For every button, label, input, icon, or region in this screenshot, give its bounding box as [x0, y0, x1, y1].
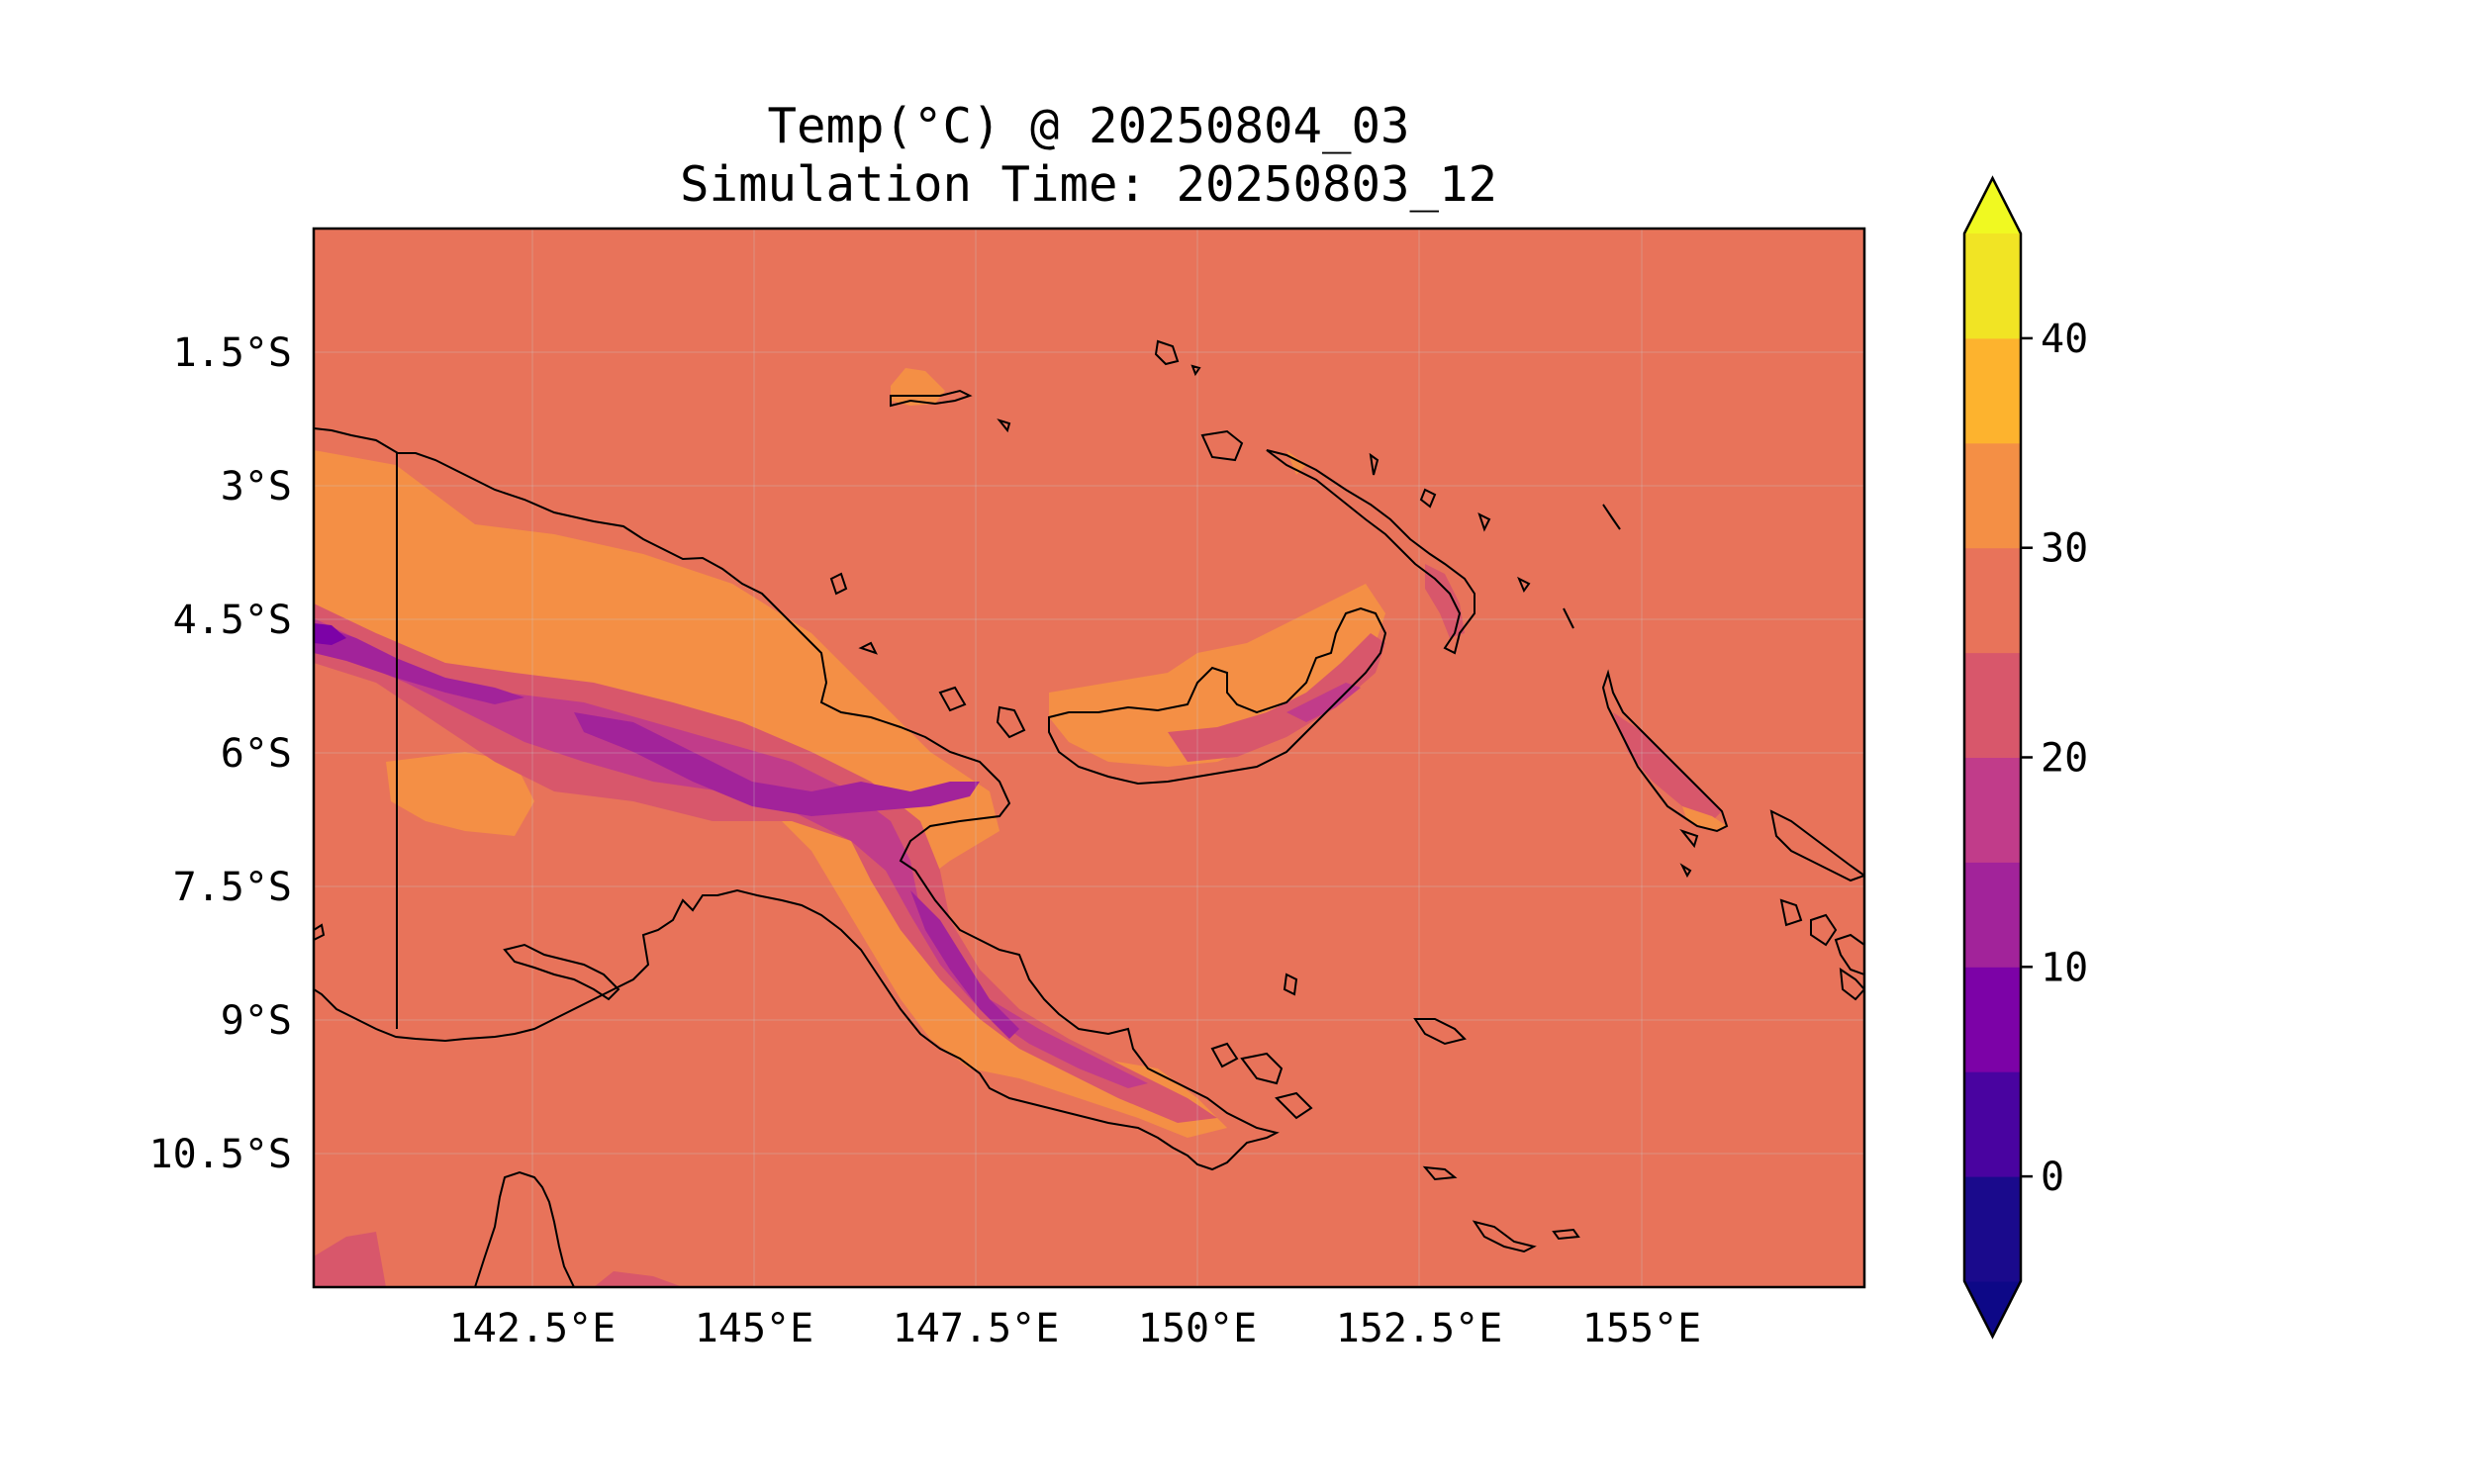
title-line-2: Simulation Time: 20250803_12: [680, 156, 1497, 213]
coast-new-britain: [1048, 606, 1387, 786]
coast-dentrecasteaux: [1210, 1042, 1313, 1120]
contour-orange-south: [386, 752, 534, 836]
colorbar-segment: [1964, 233, 2021, 339]
colorbar-segment: [1964, 967, 2021, 1072]
gridlines: [314, 229, 1864, 1287]
x-tick-label: 142.5°E: [449, 1306, 617, 1351]
colorbar-extend-over: [1964, 178, 2021, 233]
y-tick-label: 10.5°S: [149, 1132, 293, 1177]
coast-islands-north: [829, 339, 1699, 879]
contour-purple-streak-1: [314, 623, 524, 704]
coast-fly-estuary: [503, 943, 620, 1001]
contour-bougainville-pink: [1613, 712, 1722, 821]
y-tick-label: 6°S: [221, 731, 292, 777]
coast-woodlark: [1413, 1018, 1467, 1046]
map-panel: [312, 227, 1866, 1289]
colorbar-tick-label: 0: [2041, 1155, 2064, 1200]
contour-newbritain-pink: [1168, 633, 1385, 762]
colorbar-segment: [1964, 1071, 2021, 1177]
contour-newbritain-magenta: [1286, 683, 1361, 722]
coast-trobriand: [1283, 973, 1298, 996]
contour-deep-purple-spot: [314, 623, 346, 645]
coast-solomon-islands: [1779, 898, 1864, 1001]
colorbar-segment: [1964, 652, 2021, 758]
contour-fields: [314, 368, 1727, 1287]
x-tick-label: 145°E: [695, 1306, 813, 1351]
y-tick-label: 7.5°S: [173, 865, 292, 910]
coast-australia-west: [314, 923, 326, 941]
x-tick-label: 150°E: [1138, 1306, 1257, 1351]
contour-magenta-core: [314, 618, 1148, 1088]
coast-louisiade: [1422, 1165, 1580, 1253]
contour-capeyork-pink: [594, 1271, 683, 1287]
y-tick-label: 4.5°S: [173, 598, 292, 643]
coast-png-mainland: [314, 427, 1280, 1171]
contour-newbritain-orange: [1049, 584, 1385, 767]
coast-new-ireland: [1266, 449, 1475, 655]
contour-bougainville-orange: [1682, 806, 1727, 831]
contour-australia-pink: [314, 1232, 386, 1287]
title-line-1: Temp(°C) @ 20250804_03: [767, 98, 1409, 154]
colorbar-tick-label: 20: [2041, 736, 2088, 782]
colorbar-tick-label: 10: [2041, 945, 2088, 990]
x-tick-label: 147.5°E: [893, 1306, 1060, 1351]
x-axis-ticks: 142.5°E 145°E 147.5°E 150°E 152.5°E 155°…: [449, 1306, 1702, 1351]
colorbar-segment: [1964, 337, 2021, 444]
y-axis-ticks: 1.5°S 3°S 4.5°S 6°S 7.5°S 9°S 10.5°S: [149, 330, 293, 1177]
y-tick-label: 9°S: [221, 998, 292, 1044]
x-tick-label: 152.5°E: [1336, 1306, 1503, 1351]
colorbar-tick-label: 30: [2041, 526, 2088, 572]
contour-purple-streak-2: [574, 712, 980, 816]
colorbar-segment: [1964, 442, 2021, 549]
colorbar-tick-label: 40: [2041, 317, 2088, 362]
colorbar-extend-under: [1964, 1281, 2021, 1337]
colorbar-segment: [1964, 1176, 2021, 1282]
map-frame: [312, 227, 1866, 1289]
colorbar-segment: [1964, 862, 2021, 968]
y-tick-label: 1.5°S: [173, 330, 292, 376]
contour-newireland-orange: [1286, 450, 1306, 475]
colorbar: 0 10 20 30 40: [1962, 175, 2088, 1340]
coast-bougainville: [1601, 669, 1729, 833]
coast-solomon-north: [1769, 809, 1864, 882]
contour-newireland-pink: [1425, 564, 1465, 638]
y-tick-label: 3°S: [221, 464, 292, 510]
colorbar-segment: [1964, 757, 2021, 863]
coast-manus: [890, 389, 973, 408]
colorbar-segment: [1964, 547, 2021, 654]
contour-purple-streak-3: [910, 890, 1019, 1039]
colorbar-outline: [1962, 175, 2023, 1340]
coastlines: [314, 339, 1864, 1287]
x-tick-label: 155°E: [1582, 1306, 1701, 1351]
coast-australia-capeyork: [474, 1170, 575, 1287]
